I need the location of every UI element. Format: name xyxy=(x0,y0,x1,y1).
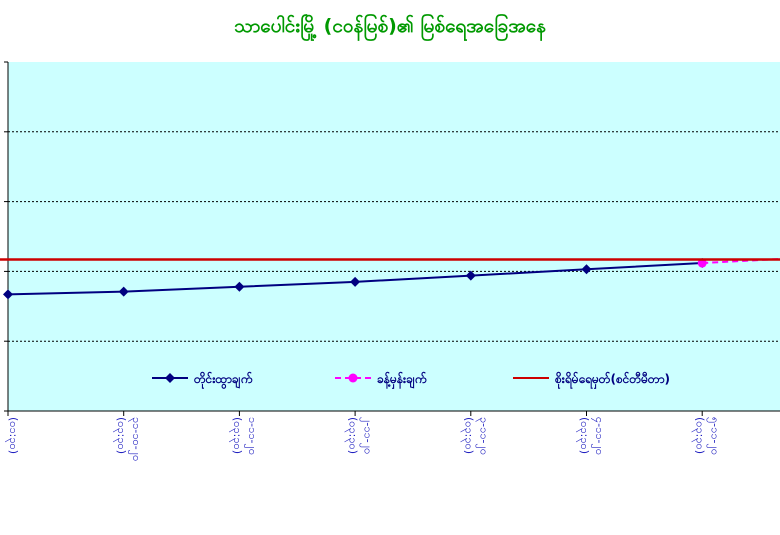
legend-label: စိုးရိမ်ရေမှတ်(စင်တီမီတာ) xyxy=(554,370,670,390)
x-tick-label: ၃၁-၁၀-၂၀ xyxy=(128,417,143,461)
chart-title: သာပေါင်းမြို့ (ငဝန်မြစ်)၏ မြစ်ရေအခြေအနေ xyxy=(234,15,546,37)
series-line xyxy=(702,257,780,265)
x-tick-label: ၄-၁၁-၂၀ xyxy=(591,417,606,455)
plot-area xyxy=(8,62,780,411)
data-point-diamond xyxy=(581,264,592,275)
data-point-diamond xyxy=(465,270,476,281)
data-point-diamond xyxy=(118,286,129,297)
data-point-diamond xyxy=(165,373,175,383)
x-tick-label: ၁-၁၁-၂၀ xyxy=(244,417,259,455)
legend-marker xyxy=(348,373,358,383)
x-tick-label: (၀၁:၃၀) xyxy=(5,417,20,454)
data-point-diamond xyxy=(234,281,245,292)
x-tick-label: ၅-၁၁-၂၀ xyxy=(707,417,722,455)
legend-label: ခန့်မှန်းချက် xyxy=(377,370,427,390)
x-tick-label: (၀၃:၃၀) xyxy=(692,417,707,454)
legend-label: တိုင်းထွာချက် xyxy=(193,370,253,390)
x-tick-label: (၀၃:၃၀) xyxy=(113,417,128,454)
x-tick-label: ၃-၁၁-၂၀ xyxy=(475,417,490,455)
x-tick-label: (၀၃:၃၀) xyxy=(460,417,475,454)
x-tick-label: (၀၃:၃၀) xyxy=(345,417,360,454)
x-tick-label: (၀၃:၃၀) xyxy=(229,417,244,454)
data-point-diamond xyxy=(350,276,361,287)
x-tick-label: ၂-၁၁-၂၀ xyxy=(360,417,375,454)
data-point-diamond xyxy=(3,289,13,300)
x-tick-label: (၀၃:၃၀) xyxy=(576,417,591,454)
